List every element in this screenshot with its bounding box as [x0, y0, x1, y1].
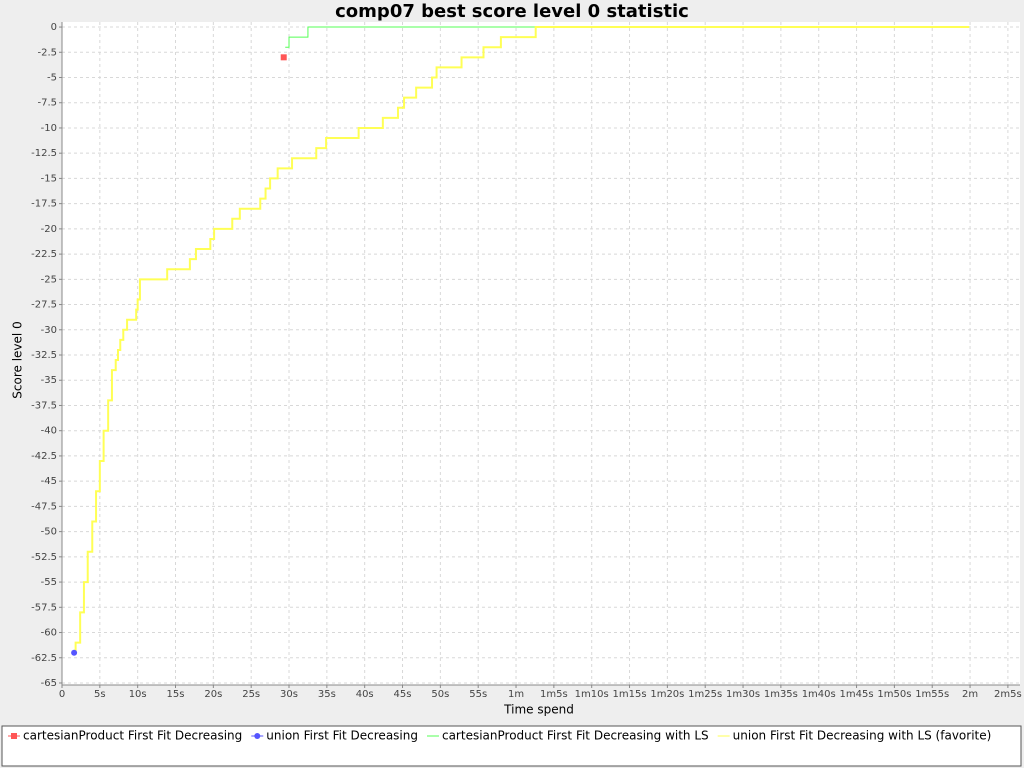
x-tick-label: 55s	[469, 689, 487, 700]
y-tick-label: -50	[41, 527, 57, 538]
x-tick-label: 2m5s	[994, 689, 1022, 700]
x-tick-label: 1m15s	[613, 689, 647, 700]
x-tick-label: 15s	[167, 689, 185, 700]
x-tick-label: 1m40s	[802, 689, 836, 700]
y-tick-label: -37.5	[31, 400, 57, 411]
x-tick-label: 2m	[962, 689, 978, 700]
y-tick-label: -57.5	[31, 602, 57, 613]
series-line	[285, 26, 970, 48]
legend-marker	[254, 733, 261, 739]
x-tick-label: 1m35s	[764, 689, 798, 700]
chart-title: comp07 best score level 0 statistic	[335, 1, 689, 22]
x-tick-label: 35s	[318, 689, 336, 700]
x-tick-label: 1m50s	[877, 689, 911, 700]
y-axis-label: Score level 0	[11, 321, 25, 398]
y-tick-label: -47.5	[31, 501, 57, 512]
y-tick-label: -62.5	[31, 653, 57, 664]
y-tick-label: -10	[41, 123, 57, 134]
y-tick-label: -32.5	[31, 350, 57, 361]
y-tick-label: -22.5	[31, 249, 57, 260]
x-tick-label: 5s	[94, 689, 106, 700]
y-tick-label: -12.5	[31, 148, 57, 159]
y-tick-label: -27.5	[31, 300, 57, 311]
legend-label: cartesianProduct First Fit Decreasing	[23, 729, 242, 743]
y-tick-label: -2.5	[37, 47, 57, 58]
y-tick-label: -40	[41, 426, 57, 437]
x-tick-label: 1m30s	[726, 689, 760, 700]
y-tick-label: -45	[41, 476, 57, 487]
x-tick-label: 10s	[129, 689, 147, 700]
x-tick-label: 1m25s	[688, 689, 722, 700]
y-tick-label: -7.5	[37, 98, 57, 109]
x-tick-label: 30s	[280, 689, 298, 700]
x-axis-label: Time spend	[503, 703, 574, 717]
y-tick-label: -30	[41, 325, 57, 336]
x-tick-label: 1m20s	[650, 689, 684, 700]
y-tick-label: -42.5	[31, 451, 57, 462]
legend-label: union First Fit Decreasing	[266, 729, 418, 743]
legend-label: union First Fit Decreasing with LS (favo…	[733, 729, 992, 743]
y-tick-label: -20	[41, 224, 57, 235]
y-tick-label: -17.5	[31, 199, 57, 210]
legend-box	[1, 725, 1022, 767]
x-tick-label: 0	[59, 689, 65, 700]
legend-marker	[11, 733, 17, 739]
x-tick-label: 45s	[394, 689, 412, 700]
x-tick-label: 1m55s	[915, 689, 949, 700]
x-tick-label: 25s	[242, 689, 260, 700]
y-tick-label: -15	[41, 173, 57, 184]
point	[280, 54, 287, 61]
x-tick-label: 1m45s	[840, 689, 874, 700]
series-line	[74, 26, 970, 654]
y-tick-label: -5	[47, 73, 57, 84]
x-tick-label: 50s	[431, 689, 449, 700]
y-tick-label: -52.5	[31, 552, 57, 563]
x-tick-label: 1m	[508, 689, 524, 700]
y-tick-label: -35	[41, 375, 57, 386]
x-tick-label: 20s	[204, 689, 222, 700]
x-tick-label: 1m10s	[575, 689, 609, 700]
x-tick-label: 40s	[356, 689, 374, 700]
y-tick-label: -25	[41, 274, 57, 285]
y-tick-label: 0	[51, 22, 57, 33]
x-tick-label: 1m5s	[540, 689, 568, 700]
legend-label: cartesianProduct First Fit Decreasing wi…	[442, 729, 709, 743]
y-tick-label: -60	[41, 628, 57, 639]
y-tick-label: -65	[41, 678, 57, 689]
plot-area	[62, 22, 1020, 685]
y-tick-label: -55	[41, 577, 57, 588]
point	[71, 649, 78, 656]
